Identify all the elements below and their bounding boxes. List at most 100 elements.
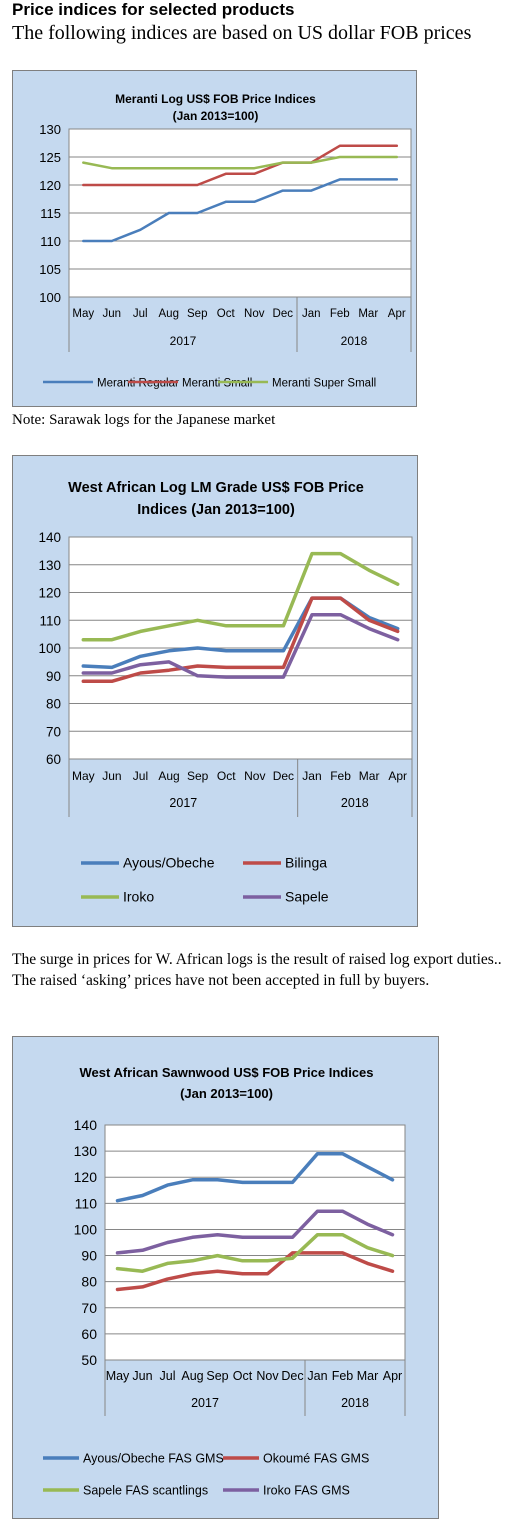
legend-label: Meranti Small — [182, 378, 252, 390]
y-tick-label: 100 — [74, 1221, 98, 1237]
x-tick-label: Jul — [160, 1369, 176, 1383]
series-line-2 — [82, 155, 399, 170]
chart-svg: West African Sawnwood US$ FOB Price Indi… — [43, 1065, 406, 1498]
chart-svg: Meranti Log US$ FOB Price Indices (Jan 20… — [39, 92, 412, 390]
series-line-1 — [81, 596, 400, 684]
x-tick-label: Aug — [181, 1369, 203, 1383]
y-tick-label: 70 — [46, 724, 61, 739]
x-tick-label: Mar — [357, 1369, 379, 1383]
legend-label: Meranti Regular — [97, 378, 179, 390]
y-tick-label: 80 — [81, 1274, 97, 1290]
y-tick-label: 100 — [39, 290, 61, 305]
x-tick-label: Jun — [102, 308, 121, 320]
y-tick-label: 120 — [38, 586, 61, 601]
x-tick-label: Oct — [233, 1369, 253, 1383]
y-tick-label: 130 — [74, 1143, 98, 1159]
page-subheading: The following indices are based on US do… — [12, 22, 472, 44]
y-tick-label: 120 — [39, 178, 61, 193]
x-tick-label: Jul — [133, 769, 148, 783]
body-paragraph: The surge in prices for W. African logs … — [12, 951, 502, 989]
chart-svg: West African Log LM Grade US$ FOB Price I… — [38, 480, 413, 905]
x-tick-label: Jan — [302, 308, 321, 320]
y-tick-label: 60 — [46, 752, 61, 767]
x-tick-label: Jun — [102, 769, 121, 783]
y-tick-label: 90 — [81, 1248, 97, 1264]
chart-title: West African Sawnwood US$ FOB Price Indi… — [79, 1065, 373, 1080]
x-tick-label: May — [106, 1369, 130, 1383]
series-line-2 — [81, 551, 400, 642]
y-tick-label: 130 — [39, 122, 61, 137]
x-tick-label: Sep — [206, 1369, 228, 1383]
x-tick-label: Feb — [330, 308, 350, 320]
x-tick-label: Aug — [158, 769, 179, 783]
legend-label: Sapele — [285, 889, 329, 905]
west-african-log-chart: West African Log LM Grade US$ FOB Price I… — [12, 455, 418, 927]
y-tick-label: 60 — [81, 1326, 97, 1342]
x-tick-label: Jan — [307, 1369, 327, 1383]
x-tick-label: Oct — [217, 308, 236, 320]
chart-title: (Jan 2013=100) — [180, 1086, 273, 1101]
x-tick-label: Nov — [256, 1369, 279, 1383]
y-tick-label: 100 — [38, 641, 61, 656]
x-tick-label: Mar — [359, 769, 380, 783]
legend-label: Iroko — [123, 889, 154, 905]
legend-label: Meranti Super Small — [272, 378, 376, 390]
x-tick-label: Dec — [281, 1369, 303, 1383]
x-tick-label: Jan — [302, 769, 321, 783]
x-tick-label: Mar — [358, 308, 378, 320]
y-tick-label: 50 — [81, 1352, 97, 1368]
west-african-sawnwood-chart: West African Sawnwood US$ FOB Price Indi… — [12, 1036, 439, 1519]
x-tick-label: Apr — [388, 769, 407, 783]
y-tick-label: 80 — [46, 697, 61, 712]
y-tick-label: 115 — [40, 206, 61, 221]
x-group-label: 2017 — [170, 334, 197, 348]
x-tick-label: Apr — [388, 308, 406, 320]
x-group-label: 2018 — [341, 334, 368, 348]
y-tick-label: 130 — [38, 558, 61, 573]
y-tick-label: 110 — [39, 613, 61, 628]
y-tick-label: 70 — [81, 1300, 97, 1316]
series-line-0 — [115, 1151, 395, 1203]
chart-title: Meranti Log US$ FOB Price Indices — [115, 92, 316, 106]
x-tick-label: Feb — [330, 769, 351, 783]
x-tick-label: Jun — [132, 1369, 152, 1383]
x-tick-label: May — [72, 308, 94, 320]
y-tick-label: 105 — [39, 262, 61, 277]
series-line-0 — [82, 178, 399, 243]
x-tick-label: Aug — [159, 308, 179, 320]
chart-title: (Jan 2013=100) — [173, 109, 259, 123]
y-tick-label: 140 — [38, 530, 61, 545]
x-tick-label: Oct — [217, 769, 236, 783]
chart-title: West African Log LM Grade US$ FOB Price — [68, 480, 364, 496]
x-group-label: 2018 — [341, 1396, 369, 1410]
series-line-1 — [82, 144, 399, 187]
legend-label: Sapele FAS scantlings — [83, 1484, 208, 1498]
meranti-log-chart: Meranti Log US$ FOB Price Indices (Jan 20… — [12, 70, 417, 407]
x-tick-label: Feb — [332, 1369, 354, 1383]
x-tick-label: Jul — [133, 308, 148, 320]
y-tick-label: 90 — [46, 669, 61, 684]
y-tick-label: 140 — [74, 1117, 98, 1133]
series-line-3 — [81, 612, 400, 679]
x-group-label: 2018 — [341, 796, 369, 810]
series-line-1 — [115, 1251, 395, 1292]
x-tick-label: Sep — [187, 308, 207, 320]
x-tick-label: Dec — [273, 769, 294, 783]
chart-note: Note: Sarawak logs for the Japanese mark… — [12, 412, 276, 428]
chart-title: Indices (Jan 2013=100) — [137, 502, 295, 518]
legend-label: Okoumé FAS GMS — [263, 1452, 369, 1466]
y-tick-label: 120 — [74, 1169, 98, 1185]
legend-label: Iroko FAS GMS — [263, 1484, 350, 1498]
x-group-label: 2017 — [191, 1396, 219, 1410]
x-tick-label: Sep — [187, 769, 209, 783]
series-line-2 — [115, 1232, 395, 1273]
legend-label: Bilinga — [285, 855, 327, 871]
x-tick-label: Nov — [244, 769, 265, 783]
y-tick-label: 125 — [39, 150, 61, 165]
x-tick-label: May — [72, 769, 95, 783]
page-heading: Price indices for selected products — [12, 0, 295, 19]
legend-label: Ayous/Obeche — [123, 855, 215, 871]
y-tick-label: 110 — [75, 1195, 98, 1211]
x-tick-label: Nov — [244, 308, 265, 320]
series-line-3 — [115, 1209, 395, 1255]
